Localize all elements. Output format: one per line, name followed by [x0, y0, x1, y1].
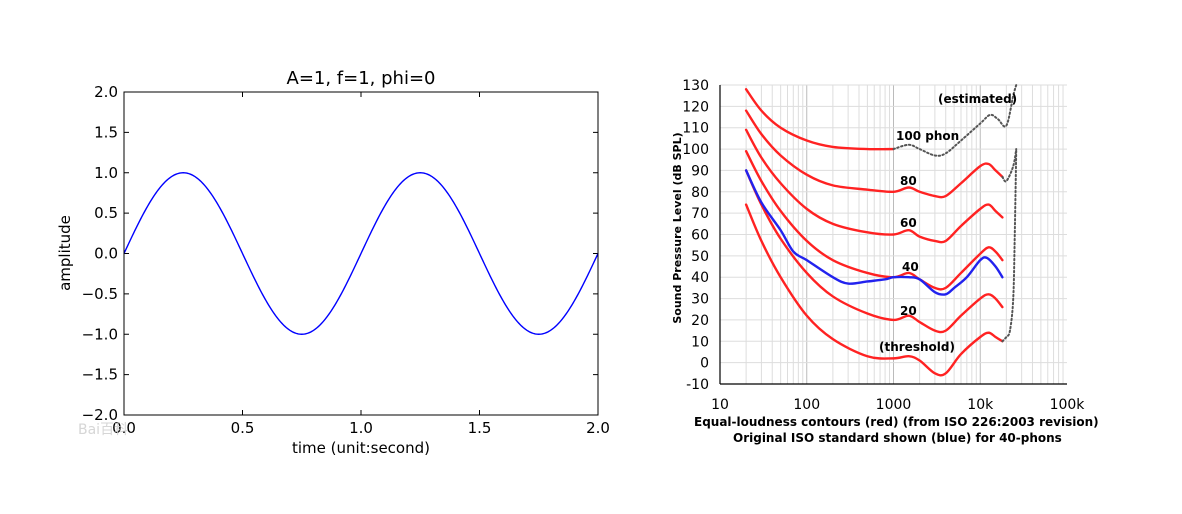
series-threshold-estimated- [1001, 148, 1018, 343]
watermark-logo: Bai百科 [78, 422, 128, 438]
series-threshold [744, 203, 1004, 377]
loudness-x-ticks: 10 100 1000 10k 100k [711, 397, 1085, 413]
loudness-x-label-line2: Original ISO standard shown (blue) for 4… [733, 431, 1062, 445]
loudness-y-tick-label: 100 [682, 142, 709, 158]
sine-y-tick-label: 0.5 [94, 204, 118, 222]
sine-x-label: time (unit:second) [292, 439, 430, 457]
sine-title: A=1, f=1, phi=0 [287, 68, 436, 89]
series-original-40-phon [744, 169, 1004, 296]
sine-x-tick-label: 0.0 [112, 419, 136, 437]
loudness-y-tick-label: 20 [691, 313, 709, 329]
loudness-y-tick-label: 80 [691, 185, 709, 201]
loudness-y-tick-label: -10 [686, 377, 709, 393]
label-threshold: (threshold) [879, 340, 955, 354]
label-80-phon: 80 [900, 174, 917, 188]
loudness-x-tick-label: 10k [967, 397, 994, 413]
loudness-series [744, 84, 1018, 377]
loudness-y-tick-label: 70 [691, 206, 709, 222]
sine-x-tick-label: 1.5 [468, 419, 492, 437]
sine-chart: A=1, f=1, phi=0 2.0 1.5 1.0 0.5 0.0 −0.5 −1.0 −… [56, 68, 610, 457]
loudness-x-tick-label: 1000 [876, 397, 912, 413]
label-estimated: (estimated) [938, 92, 1017, 106]
loudness-y-tick-label: 90 [691, 163, 709, 179]
sine-y-tick-label: −1.5 [82, 366, 118, 384]
series-40-phon [744, 150, 1004, 291]
sine-plot-frame [123, 91, 599, 416]
sine-y-tick-label: −2.0 [82, 406, 118, 424]
series-80-phon [744, 109, 1004, 199]
series-100-phon [744, 88, 895, 151]
loudness-x-tick-label: 100 [793, 397, 820, 413]
series-60-phon [744, 128, 1004, 244]
series-80-phon-estimated- [1001, 148, 1018, 183]
sine-y-ticks: 2.0 1.5 1.0 0.5 0.0 −0.5 −1.0 −1.5 −2.0 [82, 83, 598, 424]
loudness-y-tick-label: 50 [691, 249, 709, 265]
sine-y-tick-label: 1.5 [94, 123, 118, 141]
sine-x-ticks: 0.0 0.5 1.0 1.5 2.0 [112, 92, 610, 437]
sine-x-tick-label: 2.0 [586, 419, 610, 437]
label-100-phon: 100 phon [896, 129, 959, 143]
label-60-phon: 60 [900, 216, 917, 230]
label-20-phon: 20 [900, 304, 917, 318]
series-20-phon [744, 169, 1004, 334]
loudness-y-tick-label: 60 [691, 228, 709, 244]
sine-y-tick-label: −1.0 [82, 325, 118, 343]
series-100-phon-estimated- [892, 84, 1018, 157]
loudness-x-tick-label: 100k [1050, 397, 1086, 413]
sine-y-tick-label: −0.5 [82, 285, 118, 303]
loudness-y-tick-label: 130 [682, 78, 709, 94]
sine-x-tick-label: 1.0 [349, 419, 373, 437]
loudness-y-tick-label: 110 [682, 121, 709, 137]
loudness-y-tick-label: 0 [700, 356, 709, 372]
loudness-y-label: Sound Pressure Level (dB SPL) [671, 132, 684, 323]
loudness-y-tick-label: 120 [682, 99, 709, 115]
loudness-x-label-line1: Equal-loudness contours (red) (from ISO … [694, 415, 1099, 429]
loudness-y-tick-label: 30 [691, 292, 709, 308]
loudness-x-tick-label: 10 [711, 397, 729, 413]
sine-x-tick-label: 0.5 [231, 419, 255, 437]
sine-line [123, 172, 599, 335]
label-40-phon: 40 [902, 260, 919, 274]
loudness-y-tick-label: 40 [691, 270, 709, 286]
sine-y-tick-label: 1.0 [94, 164, 118, 182]
loudness-y-tick-label: 10 [691, 334, 709, 350]
sine-y-tick-label: 2.0 [94, 83, 118, 101]
sine-y-tick-label: 0.0 [94, 245, 118, 263]
sine-y-label: amplitude [56, 215, 74, 291]
